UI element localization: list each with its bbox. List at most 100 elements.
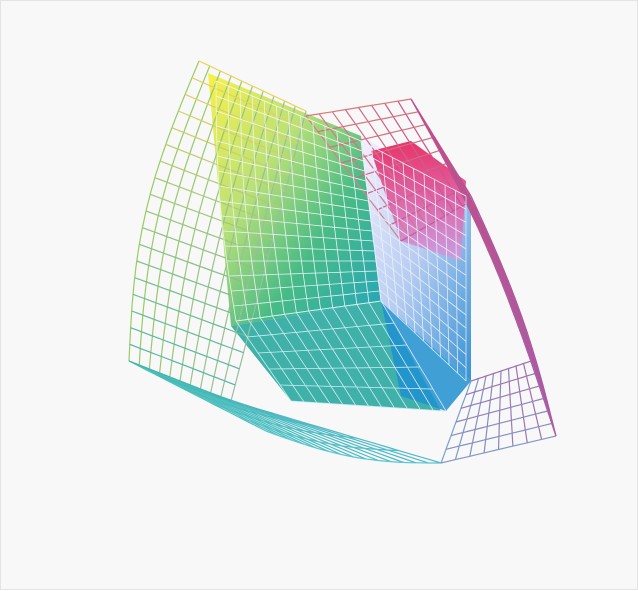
inner-left-face-line-v (217, 155, 368, 192)
inner-bottom-face-line-u (332, 307, 395, 408)
outer-right-bottom-face-line-v (460, 385, 540, 409)
outer-bottom-face-line-v (238, 416, 400, 452)
outer-right-face-line-v (478, 229, 523, 317)
inner-right-face-line-v (376, 266, 467, 342)
outer-right-bottom-face-line-v (450, 410, 548, 437)
outer-right-face-line-v (410, 98, 472, 197)
outer-right-face-line-v (450, 173, 503, 265)
outer-top-right-face-line-v (365, 162, 449, 195)
outer-right-face-line-v (431, 136, 488, 231)
outer-left-face-line-u (148, 70, 221, 370)
outer-right-face-line-v (502, 285, 539, 368)
inner-left-face-line-v (217, 170, 369, 202)
outer-right-face-line-v (486, 248, 528, 334)
outer-left-face-line-v (134, 277, 253, 321)
outer-left-face-line-u (138, 65, 211, 366)
inner-left-face-line-v (224, 245, 375, 252)
inner-left-face-line-v (215, 80, 362, 142)
inner-bottom-face-line-u (356, 304, 421, 410)
outer-right-bottom-face-line-v (440, 435, 557, 464)
inner-bottom-face-line-v (290, 400, 447, 412)
outer-left-face-line-v (132, 293, 248, 338)
inner-right-face-line-v (365, 174, 467, 236)
outer-left-face-line-v (131, 310, 244, 354)
inner-right-face-line-v (362, 152, 467, 210)
outer-bottom-face-line-v (156, 374, 274, 414)
outer-left-face-line-v (165, 143, 286, 193)
inner-bottom-face-line-u (380, 300, 447, 412)
outer-left-face-line-v (178, 110, 294, 160)
inner-bottom-face-line-u (320, 309, 382, 408)
outer-right-face-line-v (494, 267, 534, 351)
outer-left-face-line-v (130, 327, 240, 370)
outer-right-face-line-v (469, 211, 516, 300)
outer-left-face-line-v (184, 93, 298, 144)
inner-grid-lines (215, 80, 467, 412)
outer-right-face-line-v (420, 117, 480, 214)
inner-face-right (371, 141, 466, 261)
inner-left-face-line-v (222, 230, 374, 242)
outer-bottom-face-line-v (128, 360, 232, 402)
inner-right-face-line-v (380, 300, 467, 382)
inner-right-face-line-v (369, 209, 467, 276)
outer-bottom-face-line-v (265, 430, 441, 464)
inner-bottom-face-line-v (257, 344, 408, 354)
outer-top-right-face-line-v (353, 149, 442, 180)
outer-right-face-line-v (509, 304, 544, 385)
inner-right-face-line-v (379, 289, 467, 369)
outer-right-face-line-v (441, 154, 495, 248)
inner-left-face-line-v (216, 110, 364, 162)
outer-left-face-line-v (136, 260, 257, 305)
outer-left-face-line-v (145, 210, 269, 257)
outer-left-face-line-v (154, 177, 278, 225)
outer-right-bottom-face-line-v (445, 422, 552, 450)
outer-right-bottom-face-line-v (455, 397, 544, 423)
inner-bottom-face-line-u (235, 320, 292, 402)
inner-bottom-face-line-u (344, 305, 408, 409)
outer-right-face-line-v (460, 192, 510, 282)
inner-right-face-line-v (367, 197, 467, 263)
inner-bottom-face-line-u (271, 315, 331, 404)
inner-bottom-face-line-v (268, 366, 421, 370)
outer-left-face-line-v (171, 127, 290, 176)
inner-right-face-line-v (375, 254, 467, 329)
outer-left-face-line-v (159, 160, 282, 209)
inner-right-face-line-v (363, 163, 467, 223)
inner-left-face-line-v (221, 215, 373, 232)
inner-right-face-line-v (360, 140, 467, 197)
outer-wireframe-gamut (128, 60, 557, 464)
inner-left-face-line-v (219, 200, 372, 222)
outer-bottom-face-line-v (210, 402, 358, 439)
outer-bottom-face-line-v (183, 388, 316, 427)
outer-left-face-line-v (149, 193, 273, 241)
outer-right-bottom-face-line-v (465, 372, 536, 396)
inner-right-face-line-v (373, 243, 467, 316)
inner-bottom-face-line-u (368, 302, 434, 411)
outer-left-face-line-v (191, 77, 303, 128)
inner-bottom-face-line-v (246, 322, 395, 338)
inner-bottom-face-line-v (235, 300, 382, 322)
inner-bottom-face-line-v (279, 384, 434, 390)
inner-right-face-line-v (370, 220, 467, 289)
inner-bottom-face-line-u (283, 314, 344, 405)
outer-left-face-line-v (139, 243, 261, 289)
inner-bottom-face-line-u (296, 312, 356, 406)
inner-left-face-line-v (216, 140, 367, 182)
outer-left-face-line-u (128, 60, 200, 362)
outer-right-bottom-face-line-v (470, 360, 532, 382)
inner-left-face-line-v (228, 270, 378, 277)
inner-bottom-face-line-u (247, 319, 305, 403)
outer-right-face-line-v (530, 360, 557, 437)
inner-right-face-line-v (377, 277, 467, 355)
inner-bottom-face-line-u (308, 310, 369, 407)
inner-left-face-line-v (216, 125, 365, 172)
outer-top-right-face-line-v (377, 174, 457, 211)
outer-left-face-line-v (142, 227, 265, 273)
outer-left-face-line-v (198, 60, 307, 112)
outer-right-face-line-v (516, 323, 548, 402)
inner-left-face-line-v (233, 290, 380, 307)
outer-top-right-face-line-v (388, 187, 464, 226)
inner-left-face-line-v (218, 185, 370, 212)
